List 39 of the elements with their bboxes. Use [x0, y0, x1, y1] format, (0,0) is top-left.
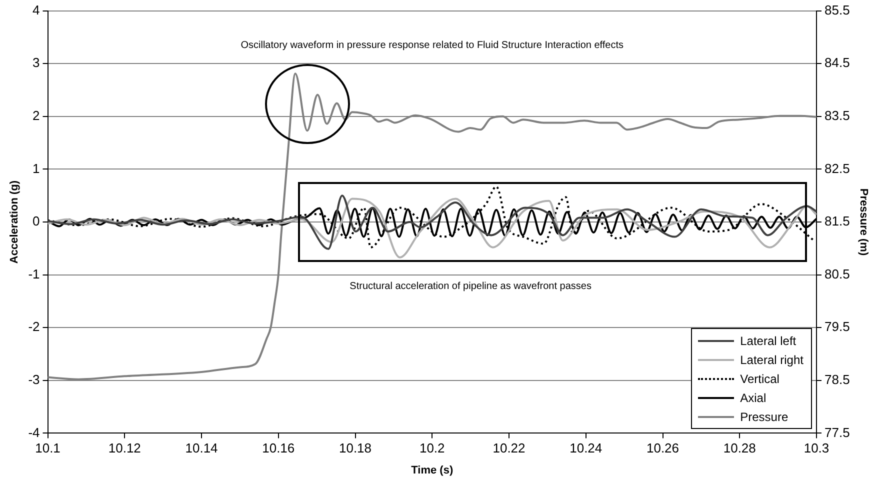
- y2-tick-label: 84.5: [824, 55, 850, 70]
- legend-label: Lateral right: [740, 352, 804, 367]
- y-tick-label: 4: [32, 2, 40, 18]
- x-tick-label: 10.14: [185, 440, 218, 456]
- x-tick-label: 10.1: [35, 440, 60, 456]
- y-tick-label: -1: [28, 266, 40, 282]
- y2-tick-label: 81.5: [824, 214, 850, 229]
- y-tick-label: 1: [32, 160, 40, 176]
- legend-label: Axial: [740, 390, 766, 405]
- y2-tick-label: 85.5: [824, 2, 850, 18]
- x-tick-label: 10.2: [419, 440, 445, 456]
- x-tick-label: 10.3: [804, 440, 830, 456]
- x-tick-label: 10.16: [262, 440, 295, 456]
- x-axis-title: Time (s): [411, 464, 454, 476]
- x-tick-label: 10.12: [108, 440, 141, 456]
- y2-axis-title: Pressure (m): [857, 188, 870, 256]
- legend-label: Vertical: [740, 372, 780, 386]
- x-tick-label: 10.28: [723, 440, 756, 456]
- annotation: Oscillatory waveform in pressure response related to Fluid Structure Interaction effects: [240, 40, 624, 52]
- legend-label: Lateral left: [740, 334, 796, 348]
- legend-label: Pressure: [740, 410, 788, 424]
- y2-tick-label: 83.5: [824, 108, 850, 123]
- y-tick-label: 2: [32, 108, 40, 123]
- y-tick-label: -4: [28, 424, 40, 440]
- y-tick-label: 3: [32, 55, 40, 70]
- x-tick-label: 10.18: [338, 440, 372, 456]
- y-tick-label: -2: [28, 319, 40, 334]
- annotation: Structural acceleration of pipeline as wavefront passes: [350, 281, 592, 292]
- y-axis-title: Acceleration (g): [8, 180, 21, 264]
- y-tick-label: -3: [28, 372, 40, 387]
- y2-tick-label: 82.5: [824, 160, 850, 176]
- x-tick-label: 10.24: [570, 440, 602, 456]
- y-tick-label: 0: [32, 214, 40, 229]
- y2-tick-label: 77.5: [824, 424, 850, 440]
- x-tick-label: 10.22: [492, 440, 526, 456]
- y2-tick-label: 79.5: [824, 319, 850, 334]
- y2-tick-label: 80.5: [824, 266, 850, 282]
- y2-tick-label: 78.5: [824, 372, 850, 387]
- x-tick-label: 10.26: [646, 440, 680, 456]
